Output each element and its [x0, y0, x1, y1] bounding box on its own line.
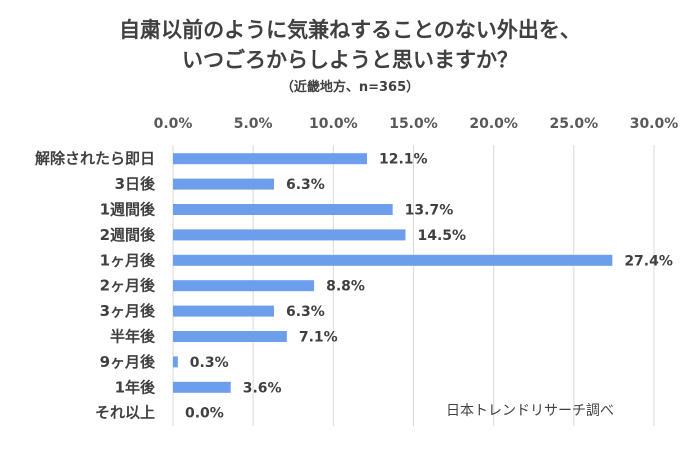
bar: [173, 254, 613, 266]
bar: [173, 229, 406, 241]
data-label: 8.8%: [326, 279, 365, 295]
data-label: 12.1%: [379, 152, 428, 168]
bar: [173, 331, 287, 342]
chart-title-line2: いつごろからしようと思いますか？: [182, 48, 518, 72]
chart-title-line1: 自粛以前のように気兼ねすることのない外出を、: [119, 18, 581, 42]
bar: [173, 204, 393, 215]
category-label: 半年後: [110, 328, 156, 346]
data-label: 6.3%: [286, 304, 325, 320]
bar: [173, 153, 368, 165]
category-label: 1年後: [115, 378, 156, 396]
chart-subtitle: （近畿地方、n=365）: [280, 80, 420, 95]
bar: [173, 280, 315, 292]
category-label: 3日後: [115, 175, 156, 193]
data-label: 27.4%: [624, 253, 673, 269]
bar: [173, 356, 178, 368]
category-label: それ以上: [95, 404, 155, 422]
category-label: 1週間後: [100, 201, 156, 219]
category-label: 2週間後: [100, 226, 156, 244]
bar: [173, 305, 275, 317]
category-label: 9ヶ月後: [100, 353, 156, 371]
x-tick-label: 10.0%: [309, 116, 358, 132]
data-label: 14.5%: [417, 228, 466, 244]
data-label: 7.1%: [299, 330, 338, 346]
category-label: 3ヶ月後: [100, 302, 156, 320]
data-label: 3.6%: [243, 380, 282, 396]
x-tick-label: 5.0%: [234, 116, 273, 132]
data-label: 13.7%: [405, 203, 454, 219]
source-credit: 日本トレンドリサーチ調べ: [446, 403, 614, 419]
bar: [173, 178, 275, 190]
x-tick-label: 25.0%: [550, 116, 599, 132]
data-label: 0.3%: [190, 355, 229, 371]
x-tick-label: 15.0%: [389, 116, 438, 132]
category-label: 2ヶ月後: [100, 277, 156, 295]
data-label: 0.0%: [185, 406, 224, 422]
x-tick-label: 30.0%: [630, 116, 679, 132]
category-label: 解除されたら即日: [35, 150, 155, 168]
x-tick-label: 0.0%: [154, 116, 193, 132]
bar: [173, 381, 231, 393]
category-label: 1ヶ月後: [100, 251, 156, 269]
x-tick-label: 20.0%: [469, 116, 518, 132]
data-label: 6.3%: [286, 177, 325, 193]
